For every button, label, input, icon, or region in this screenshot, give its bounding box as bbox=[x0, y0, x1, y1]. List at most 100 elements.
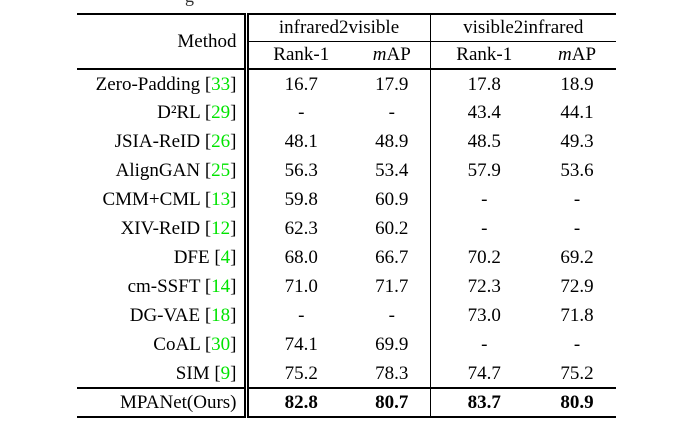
table-row: SIM [9] 75.2 78.3 74.7 75.2 bbox=[77, 359, 616, 388]
value-cell: 57.9 bbox=[467, 160, 501, 181]
value-cell: 74.1 bbox=[284, 334, 318, 355]
map-header-italic-m: m bbox=[557, 44, 572, 66]
citation: [9] bbox=[209, 362, 237, 384]
citation-number: 12 bbox=[211, 218, 231, 239]
value-cell: 75.2 bbox=[560, 362, 594, 384]
method-name: MPANet(Ours) bbox=[120, 392, 237, 413]
citation-number: 29 bbox=[211, 102, 231, 123]
citation: [18] bbox=[200, 305, 237, 326]
citation-number: 26 bbox=[211, 131, 231, 152]
method-cell: D²RL [29] bbox=[77, 98, 249, 127]
citation: [25] bbox=[200, 160, 237, 181]
value-cell: - bbox=[354, 301, 431, 330]
value-cell: 62.3 bbox=[284, 218, 318, 239]
map-header-ap: AP bbox=[386, 44, 411, 66]
citation: [33] bbox=[200, 73, 237, 95]
table-header: Method infrared2visible visible2infrared… bbox=[77, 14, 616, 70]
table-row: CoAL [30] 74.1 69.9 - - bbox=[77, 330, 616, 359]
value-cell: - bbox=[573, 334, 581, 355]
value-cell: 69.9 bbox=[354, 330, 431, 359]
citation-number: 4 bbox=[220, 247, 231, 268]
method-cell: DFE [4] bbox=[77, 243, 249, 272]
citation: [12] bbox=[200, 218, 237, 239]
value-cell: - bbox=[298, 102, 305, 123]
value-cell: 53.6 bbox=[560, 160, 594, 181]
method-name: DG-VAE bbox=[129, 305, 201, 326]
map-header-left: mAP bbox=[354, 41, 431, 70]
method-name: SIM bbox=[175, 362, 210, 384]
value-cell: 71.8 bbox=[560, 305, 594, 326]
citation-number: 30 bbox=[211, 334, 231, 355]
value-cell: 16.7 bbox=[284, 73, 318, 95]
value-cell: 53.4 bbox=[354, 156, 431, 185]
method-name: XIV-ReID bbox=[120, 218, 201, 239]
value-cell: 66.7 bbox=[354, 243, 431, 272]
method-cell: MPANet(Ours) bbox=[77, 387, 249, 417]
value-cell: 18.9 bbox=[560, 73, 594, 95]
citation-number: 25 bbox=[211, 160, 231, 181]
citation-number: 14 bbox=[211, 276, 231, 297]
group-header-visible2infrared: visible2infrared bbox=[430, 14, 616, 42]
value-cell: 71.7 bbox=[354, 272, 431, 301]
value-cell: - bbox=[481, 218, 488, 239]
rank1-header-left: Rank-1 bbox=[246, 41, 354, 70]
table-row: XIV-ReID [12] 62.3 60.2 - - bbox=[77, 214, 616, 243]
method-name: JSIA-ReID bbox=[114, 131, 201, 152]
value-cell: 59.8 bbox=[284, 189, 318, 210]
citation: [4] bbox=[209, 247, 237, 268]
method-cell: cm-SSFT [14] bbox=[77, 272, 249, 301]
value-cell: 74.7 bbox=[467, 362, 501, 384]
method-name: CoAL bbox=[153, 334, 201, 355]
value-cell: 43.4 bbox=[467, 102, 501, 123]
value-cell: 73.0 bbox=[467, 305, 501, 326]
table-row: MPANet(Ours) 82.8 80.7 83.7 80.9 bbox=[77, 387, 616, 417]
table-row: JSIA-ReID [26] 48.1 48.9 48.5 49.3 bbox=[77, 127, 616, 156]
value-cell: 17.8 bbox=[467, 73, 501, 95]
citation: [30] bbox=[200, 334, 237, 355]
citation: [13] bbox=[200, 189, 237, 210]
method-cell: SIM [9] bbox=[77, 359, 249, 388]
method-name: D²RL bbox=[157, 102, 201, 123]
method-name: CMM+CML bbox=[102, 189, 201, 210]
sub-header-row: Rank-1 mAP Rank-1 mAP bbox=[77, 41, 616, 70]
value-cell: 72.3 bbox=[467, 276, 501, 297]
table-row: DG-VAE [18] - - 73.0 71.8 bbox=[77, 301, 616, 330]
value-cell: 60.9 bbox=[354, 185, 431, 214]
citation-number: 13 bbox=[211, 189, 231, 210]
value-cell: - bbox=[481, 334, 488, 355]
value-cell: - bbox=[354, 98, 431, 127]
table-row: DFE [4] 68.0 66.7 70.2 69.2 bbox=[77, 243, 616, 272]
method-name: AlignGAN bbox=[115, 160, 201, 181]
value-cell: 48.5 bbox=[467, 131, 501, 152]
value-cell: 49.3 bbox=[560, 131, 594, 152]
value-cell: 80.9 bbox=[538, 387, 616, 417]
method-name: cm-SSFT bbox=[127, 276, 201, 297]
table-body: Zero-Padding [33] 16.7 17.9 17.8 18.9 D²… bbox=[77, 69, 616, 417]
value-cell: 68.0 bbox=[284, 247, 318, 268]
value-cell: - bbox=[298, 305, 305, 326]
map-header-italic-m: m bbox=[372, 44, 387, 66]
caption-fragment: g bbox=[185, 0, 194, 7]
value-cell: - bbox=[573, 218, 581, 239]
value-cell: - bbox=[481, 189, 488, 210]
method-cell: DG-VAE [18] bbox=[77, 301, 249, 330]
citation-number: 9 bbox=[220, 362, 231, 384]
table-row: AlignGAN [25] 56.3 53.4 57.9 53.6 bbox=[77, 156, 616, 185]
method-cell: CMM+CML [13] bbox=[77, 185, 249, 214]
citation: [26] bbox=[200, 131, 237, 152]
map-header-right: mAP bbox=[538, 41, 616, 70]
value-cell: - bbox=[573, 189, 581, 210]
value-cell: 56.3 bbox=[284, 160, 318, 181]
map-header-ap: AP bbox=[571, 44, 597, 66]
table-row: cm-SSFT [14] 71.0 71.7 72.3 72.9 bbox=[77, 272, 616, 301]
method-column-header: Method bbox=[77, 14, 249, 70]
method-cell: AlignGAN [25] bbox=[77, 156, 249, 185]
method-cell: Zero-Padding [33] bbox=[77, 69, 249, 98]
citation: [29] bbox=[200, 102, 237, 123]
value-cell: 80.7 bbox=[354, 387, 431, 417]
citation-number: 33 bbox=[211, 73, 231, 95]
value-cell: 17.9 bbox=[354, 69, 431, 98]
value-cell: 71.0 bbox=[284, 276, 318, 297]
value-cell: 70.2 bbox=[467, 247, 501, 268]
